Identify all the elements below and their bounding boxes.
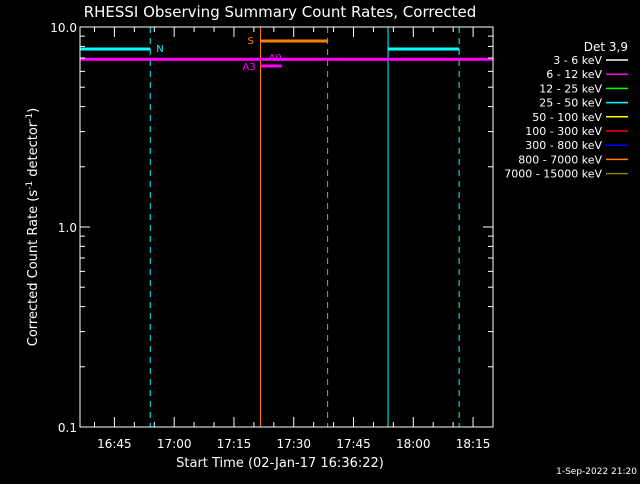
chart-title: RHESSI Observing Summary Count Rates, Co…: [84, 3, 477, 21]
legend-label: 50 - 100 keV: [532, 111, 602, 124]
y-axis-label-mid: detector: [26, 121, 41, 181]
x-tick-label: 17:15: [217, 437, 252, 451]
y-tick-label: 1.0: [58, 221, 77, 235]
x-tick-label: 16:45: [97, 437, 132, 451]
y-axis-label-sup1: -1: [25, 181, 35, 190]
y-tick-label: 0.1: [58, 421, 77, 435]
x-tick-label: 18:00: [396, 437, 431, 451]
y-axis-label: Corrected Count Rate (s-1 detector-1): [25, 108, 41, 346]
x-tick-label: 17:45: [336, 437, 371, 451]
x-axis-label: Start Time (02-Jan-17 16:36:22): [176, 456, 384, 471]
saa-label: S: [248, 36, 254, 47]
y-axis-label-main: Corrected Count Rate (s: [26, 190, 41, 347]
y-axis-label-sup2: -1: [25, 113, 35, 122]
legend-label: 12 - 25 keV: [539, 82, 602, 95]
legend-label: 25 - 50 keV: [539, 97, 602, 110]
plot-frame: [79, 26, 494, 428]
legend-label: 7000 - 15000 keV: [504, 168, 602, 181]
legend-title: Det 3,9: [584, 40, 628, 54]
x-tick-label: 17:30: [276, 437, 311, 451]
attenuator-label-a3: A3: [243, 62, 256, 73]
y-tick-label: 10.0: [50, 21, 77, 35]
legend-label: 6 - 12 keV: [546, 68, 602, 81]
y-axis-label-end: ): [26, 108, 41, 113]
legend-label: 100 - 300 keV: [525, 125, 602, 138]
attenuator-label-a0: A0: [269, 53, 282, 64]
legend-label: 800 - 7000 keV: [518, 153, 602, 166]
plot-timestamp: 1-Sep-2022 21:20: [556, 467, 637, 477]
night-label: N: [156, 44, 163, 55]
x-tick-label: 17:00: [157, 437, 192, 451]
legend-label: 300 - 800 keV: [525, 139, 602, 152]
x-tick-label: 18:15: [456, 437, 491, 451]
legend-label: 3 - 6 keV: [553, 54, 602, 67]
